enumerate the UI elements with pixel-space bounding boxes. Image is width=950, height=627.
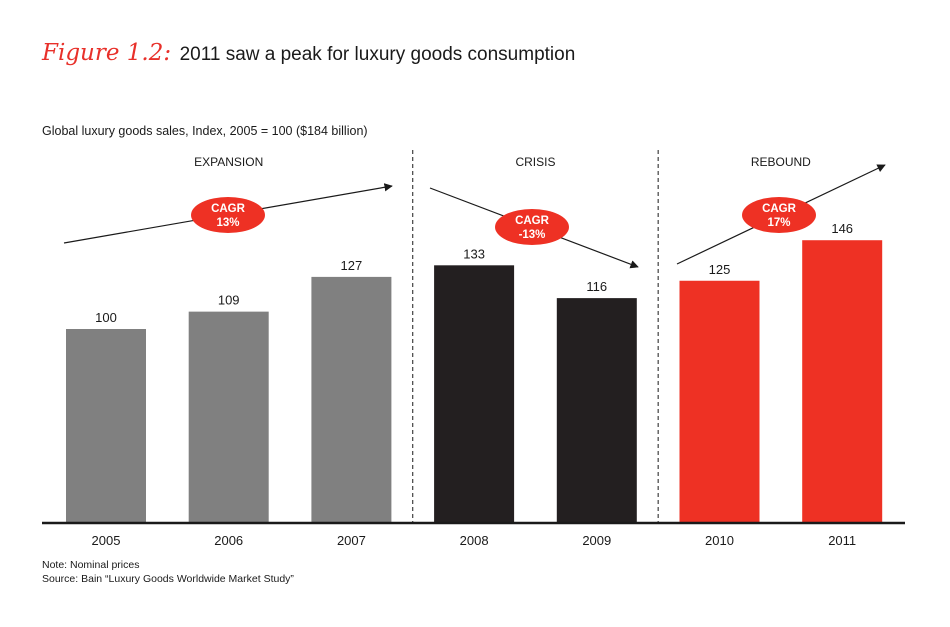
category-label-2008: 2008 — [460, 533, 489, 548]
figure-title-row: Figure 1.2: 2011 saw a peak for luxury g… — [42, 40, 575, 66]
note-text: Note: Nominal prices — [42, 559, 140, 571]
chart-subtitle: Global luxury goods sales, Index, 2005 =… — [42, 124, 368, 138]
bar-2008 — [434, 265, 515, 522]
category-label-2011: 2011 — [828, 533, 856, 548]
category-label-2010: 2010 — [705, 533, 734, 548]
category-label-2009: 2009 — [582, 533, 611, 548]
phase-label-expansion: EXPANSION — [194, 155, 263, 169]
value-label-2007: 127 — [341, 258, 363, 273]
bar-2006 — [188, 311, 269, 522]
cagr-badge-label-rebound: CAGR — [762, 203, 797, 215]
cagr-badge-value-rebound: 17% — [767, 217, 790, 229]
cagr-badge-label-expansion: CAGR — [211, 203, 246, 215]
cagr-badge-value-crisis: -13% — [519, 229, 546, 241]
value-label-2009: 116 — [586, 279, 607, 294]
cagr-badge-crisis — [495, 209, 569, 245]
bar-2010 — [679, 280, 760, 522]
category-label-2007: 2007 — [337, 533, 366, 548]
source-text: Source: Bain “Luxury Goods Worldwide Mar… — [42, 573, 294, 585]
bar-2011 — [802, 240, 883, 522]
value-label-2008: 133 — [463, 246, 485, 261]
cagr-badge-rebound — [742, 197, 816, 233]
figure-title: 2011 saw a peak for luxury goods consump… — [179, 44, 576, 65]
value-label-2006: 109 — [218, 293, 240, 308]
bar-2007 — [311, 276, 392, 522]
bar-2009 — [556, 298, 637, 522]
bar-2005 — [66, 329, 146, 522]
chart-notes: Note: Nominal prices Source: Bain “Luxur… — [42, 558, 294, 586]
value-label-2005: 100 — [95, 310, 117, 325]
value-label-2010: 125 — [709, 262, 731, 277]
category-label-2005: 2005 — [92, 533, 121, 548]
cagr-badge-label-crisis: CAGR — [515, 215, 550, 227]
category-label-2006: 2006 — [214, 533, 243, 548]
cagr-badge-expansion — [191, 197, 265, 233]
value-label-2011: 146 — [831, 221, 853, 236]
cagr-badge-value-expansion: 13% — [216, 217, 239, 229]
phase-label-crisis: CRISIS — [515, 155, 555, 169]
figure-label: Figure 1.2: — [42, 40, 172, 66]
phase-label-rebound: REBOUND — [751, 155, 811, 169]
